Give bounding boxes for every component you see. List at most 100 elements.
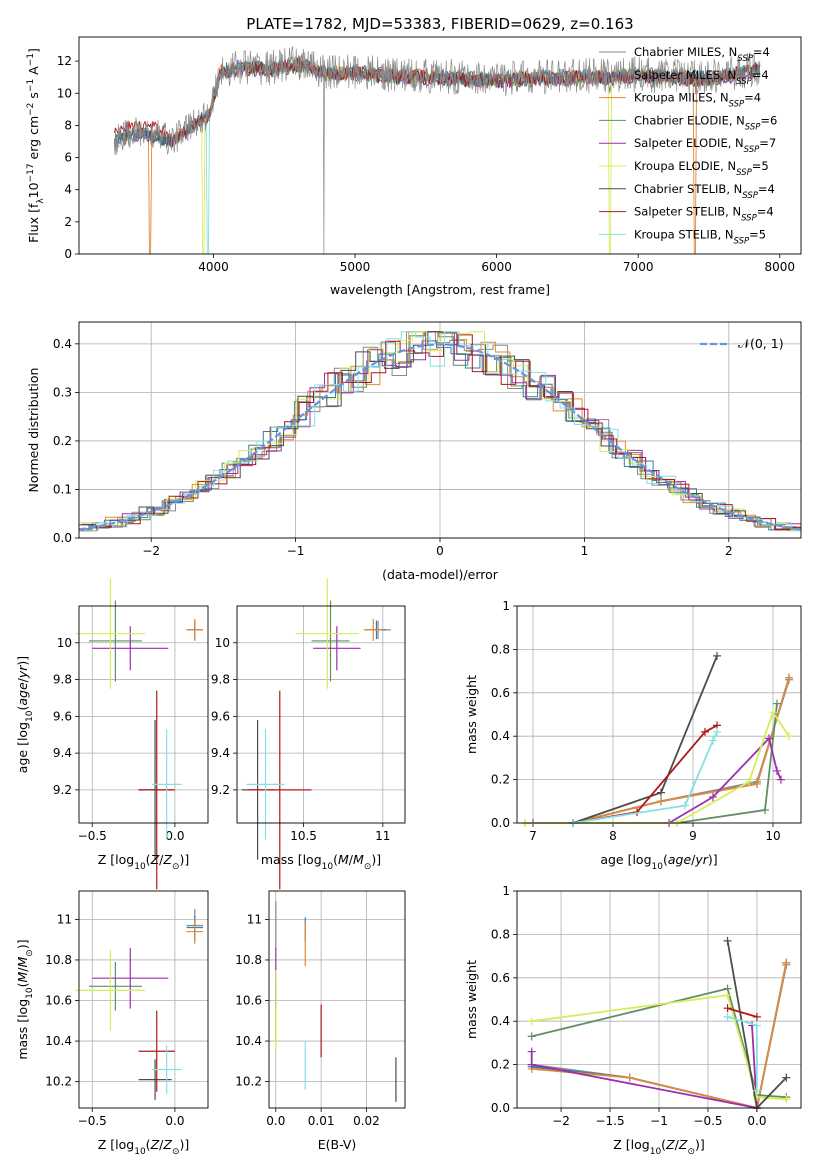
x-axis-label: Z [log10(Z/Z⊙)] (98, 852, 190, 872)
x-tick-label: 0 (436, 544, 444, 558)
label-part: Flux [f (26, 203, 41, 243)
series-line (531, 987, 787, 1099)
legend-label: Salpeter STELIB, NSSP=4 (634, 205, 774, 224)
x-tick-label: 7000 (623, 260, 654, 274)
legend-sub: SSP (734, 236, 750, 246)
y-tick-label: 0.4 (53, 337, 72, 351)
label-part: 10 (322, 862, 334, 872)
axes-frame (78, 321, 802, 539)
y-tick-label: 0.2 (491, 1058, 510, 1072)
label-part: ( (661, 1137, 666, 1152)
spectrum-line (114, 46, 761, 255)
x-tick-label: 10.5 (290, 829, 317, 843)
axes-frame (78, 605, 209, 824)
legend-text: Salpeter MILES, N (634, 68, 736, 82)
y-tick-label: 9.6 (211, 709, 230, 723)
label-part: 10 (134, 862, 146, 872)
plot-area (79, 891, 208, 1108)
gridlines (79, 891, 208, 1108)
y-tick-label: 9.6 (53, 709, 72, 723)
label-part: 10 (25, 710, 35, 722)
label-part: M (15, 972, 30, 983)
x-tick-label: −0.5 (78, 829, 107, 843)
legend-label: 𝒩(0, 1) (738, 336, 784, 351)
x-tick-label: 0.01 (308, 1114, 335, 1128)
label-part: / (15, 677, 30, 682)
y-axis-label: Flux [fλ10−17 erg cm−2 s−1 A−1] (26, 48, 46, 243)
marks (75, 909, 204, 1100)
label-part: )] (371, 852, 381, 867)
label-part: M (338, 852, 349, 867)
series-marker (773, 766, 781, 775)
figure-title: PLATE=1782, MJD=53383, FIBERID=0629, z=0… (246, 15, 633, 33)
legend-sub: SSP (741, 214, 757, 224)
label-part: Z (678, 1137, 688, 1152)
label-part: λ (36, 198, 46, 204)
series-marker (657, 797, 665, 806)
series-marker (745, 777, 753, 786)
label-part: Z (162, 1137, 172, 1152)
y-tick-label: 0.0 (491, 816, 510, 830)
label-part: ⊙ (364, 862, 372, 872)
series-marker (723, 991, 732, 1000)
series-marker (782, 958, 791, 967)
x-axis-label: age [log10(age/yr)] (600, 852, 717, 872)
x-tick-label: 6000 (481, 260, 512, 274)
x-tick-label: −1 (650, 1114, 668, 1128)
series-marker (785, 732, 793, 741)
label-part: ( (146, 852, 151, 867)
legend-sub: SSP (736, 168, 752, 178)
y-tick-label: 10.2 (45, 1075, 72, 1089)
y-tick-label: 0.3 (53, 385, 72, 399)
panel-residuals: −2 −1 0 1 2 0.0 0.1 0.2 0.3 0.4 𝒩(0, 1) (data-model… (26, 321, 802, 582)
label-part: )] (15, 939, 30, 949)
x-tick-label: 1 (581, 544, 589, 558)
label-part: ( (15, 983, 30, 988)
label-part: age [log (600, 852, 651, 867)
y-axis-label: mass [log10(M/M⊙)] (15, 939, 35, 1059)
legend-text: Kroupa STELIB, N (634, 227, 734, 241)
y-tick-label: 0.0 (491, 1101, 510, 1115)
y-tick-label: 9.4 (53, 746, 72, 760)
legend-sub: SSP (744, 145, 760, 155)
x-tick-label: −2 (142, 544, 160, 558)
histogram-step (80, 331, 801, 532)
series-marker (713, 651, 721, 660)
legend-sub: SSP (742, 191, 758, 201)
series-marker (709, 736, 717, 745)
y-tick-label: 9.4 (211, 746, 230, 760)
axes-frame (268, 890, 406, 1109)
y-tick-label: 10.8 (235, 953, 262, 967)
label-part: 10 (26, 182, 41, 198)
label-part: ⊙ (687, 1147, 695, 1157)
marks (75, 578, 204, 890)
legend-label: Chabrier STELIB, NSSP=4 (634, 182, 775, 201)
x-axis-label: wavelength [Angstrom, rest frame] (330, 282, 550, 297)
x-axis-label: E(B-V) (318, 1137, 357, 1152)
label-part: 10 (652, 862, 664, 872)
y-axis-label: mass weight (464, 960, 479, 1039)
y-tick-label: 10 (57, 86, 72, 100)
y-tick-label: 9.2 (211, 783, 230, 797)
label-part: yr (694, 852, 708, 867)
legend-sub: SSP (736, 77, 752, 87)
series-marker (681, 801, 689, 810)
label-part: −1 (26, 79, 36, 92)
y-tick-label: 10 (57, 636, 72, 650)
series-line (530, 1025, 758, 1109)
series-marker (713, 727, 721, 736)
legend-label: Kroupa MILES, NSSP=4 (634, 91, 761, 110)
label-part: ( (146, 1137, 151, 1152)
label-part: −2 (26, 103, 36, 116)
label-part: ( (663, 852, 668, 867)
series-marker (752, 1012, 761, 1021)
plot-area (269, 891, 405, 1108)
y-tick-label: 0.2 (491, 773, 510, 787)
x-tick-label: −1 (287, 544, 305, 558)
label-part: age (668, 852, 692, 867)
label-part: mass [log (261, 852, 322, 867)
label-part: ⊙ (25, 949, 35, 957)
legend-label: Chabrier MILES, NSSP=4 (634, 45, 770, 64)
series-marker (782, 1095, 791, 1104)
